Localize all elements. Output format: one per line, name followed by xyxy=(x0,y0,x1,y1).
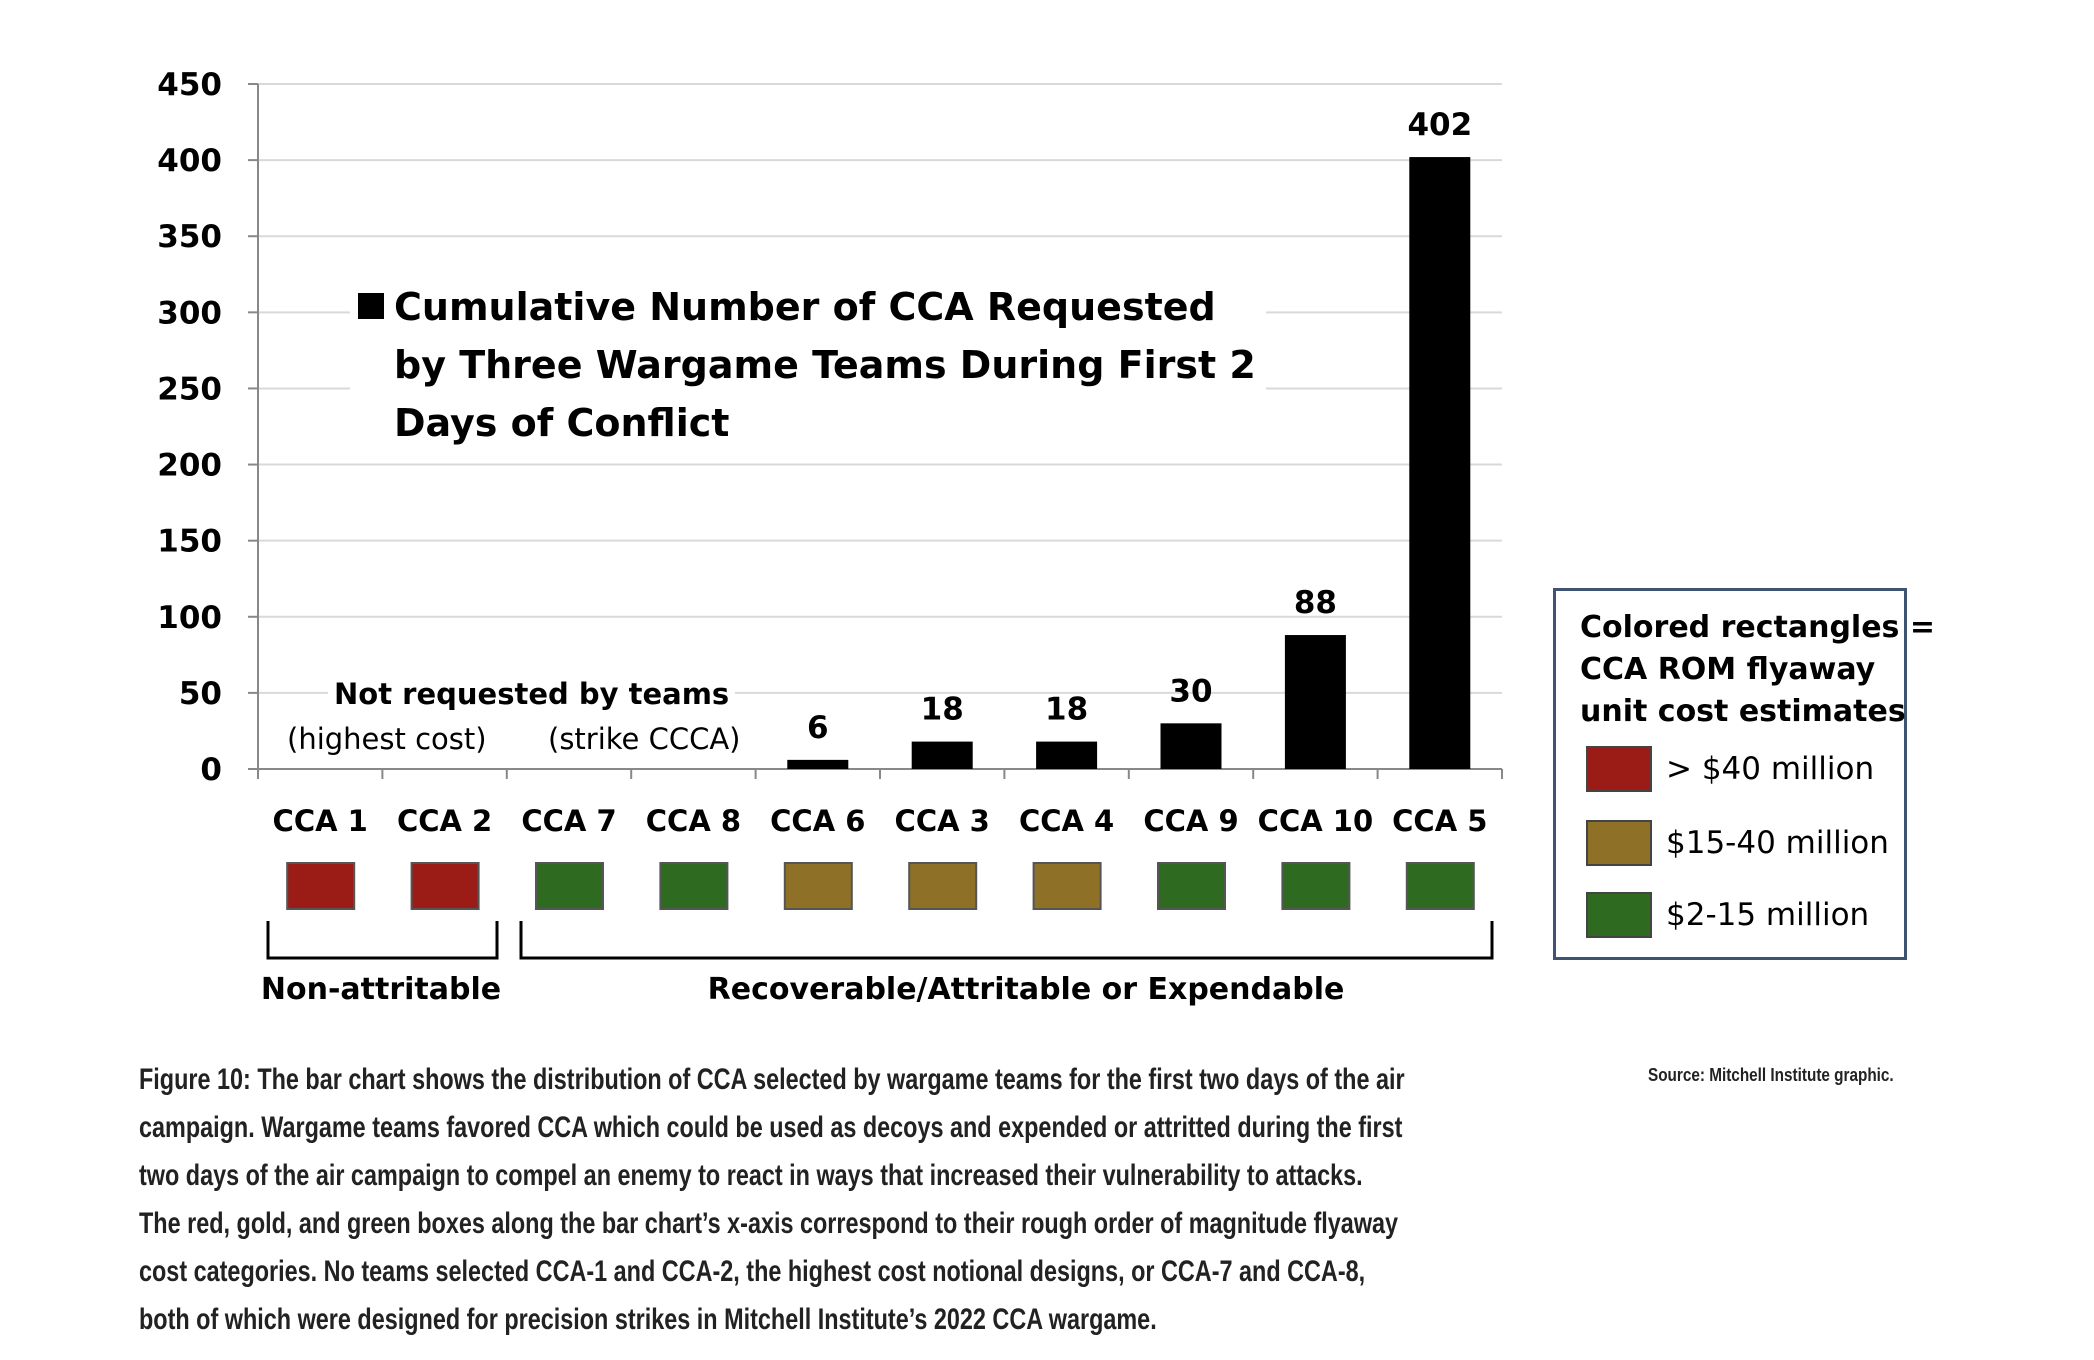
legend-item-high: > $40 million xyxy=(1586,745,1874,793)
highest-cost-note: (highest cost) xyxy=(287,722,487,756)
x-tick-label: CCA 3 xyxy=(895,804,990,838)
legend-title: Colored rectangles = CCA ROM flyaway uni… xyxy=(1580,607,1935,733)
data-label: 18 xyxy=(1045,692,1088,728)
legend-swatch-red xyxy=(1586,746,1652,792)
y-tick-label: 350 xyxy=(157,219,222,255)
legend-label: $15-40 million xyxy=(1666,825,1889,861)
caption-line: The red, gold, and green boxes along the… xyxy=(139,1207,1399,1240)
legend-square-icon xyxy=(358,292,384,319)
legend-swatch-gold xyxy=(1586,820,1652,866)
x-tick-label: CCA 4 xyxy=(1019,804,1114,838)
cost-box xyxy=(286,862,356,910)
bar xyxy=(787,759,849,769)
title-line-2: by Three Wargame Teams During First 2 xyxy=(394,343,1256,387)
y-tick-label: 50 xyxy=(179,676,222,712)
cost-box xyxy=(1281,862,1351,910)
y-tick-label: 200 xyxy=(157,448,222,484)
y-tick-label: 150 xyxy=(157,524,222,560)
x-tick-label: CCA 5 xyxy=(1392,804,1487,838)
not-requested-note: Not requested by teams xyxy=(328,677,736,711)
x-tick-label: CCA 1 xyxy=(273,804,368,838)
title-line-3: Days of Conflict xyxy=(394,401,730,445)
y-tick-label: 250 xyxy=(157,371,222,407)
legend-title-line: CCA ROM flyaway xyxy=(1580,652,1876,687)
legend-swatch-green xyxy=(1586,892,1652,938)
bar xyxy=(1036,741,1098,769)
caption-line: two days of the air campaign to compel a… xyxy=(139,1159,1363,1192)
caption-line: cost categories. No teams selected CCA-1… xyxy=(139,1255,1366,1288)
group-label-non-attritable: Non-attritable xyxy=(260,972,502,1007)
data-label: 88 xyxy=(1294,585,1337,621)
data-label: 6 xyxy=(807,710,829,746)
group-label-recoverable: Recoverable/Attritable or Expendable xyxy=(707,972,1345,1007)
caption-line: both of which were designed for precisio… xyxy=(139,1303,1157,1336)
x-tick-label: CCA 7 xyxy=(521,804,616,838)
bar xyxy=(1160,723,1222,769)
caption-line: Figure 10: The bar chart shows the distr… xyxy=(139,1063,1405,1096)
bar xyxy=(1284,635,1346,769)
x-tick-label: CCA 9 xyxy=(1143,804,1238,838)
cost-box xyxy=(1157,862,1226,910)
x-tick-label: CCA 2 xyxy=(397,804,492,838)
cost-box xyxy=(783,862,853,910)
bracket-recoverable xyxy=(519,921,1494,960)
cost-box xyxy=(1405,862,1475,910)
y-tick-label: 300 xyxy=(157,295,222,331)
bar xyxy=(1409,157,1471,770)
data-label: 402 xyxy=(1407,107,1472,143)
cost-box xyxy=(410,862,480,910)
legend-title-line: unit cost estimates xyxy=(1580,694,1906,729)
y-tick-label: 100 xyxy=(157,600,222,636)
data-label: 30 xyxy=(1169,673,1212,709)
cost-legend: Colored rectangles = CCA ROM flyaway uni… xyxy=(1553,588,1935,960)
legend-title-line: Colored rectangles = xyxy=(1580,610,1935,645)
legend-item-mid: $15-40 million xyxy=(1586,819,1889,867)
strike-note: (strike CCCA) xyxy=(548,722,741,756)
source-note: Source: Mitchell Institute graphic. xyxy=(1648,1065,1894,1085)
figure-caption: Figure 10: The bar chart shows the distr… xyxy=(139,1056,1762,1344)
legend-item-low: $2-15 million xyxy=(1586,891,1869,939)
data-label: 18 xyxy=(921,692,964,728)
cost-box xyxy=(908,862,978,910)
cost-box xyxy=(535,862,604,910)
caption-line: campaign. Wargame teams favored CCA whic… xyxy=(139,1111,1403,1144)
cost-box xyxy=(659,862,729,910)
x-tick-label: CCA 10 xyxy=(1258,804,1373,838)
legend-label: $2-15 million xyxy=(1666,897,1870,933)
y-tick-label: 400 xyxy=(157,143,222,179)
x-tick-label: CCA 8 xyxy=(646,804,741,838)
cost-box xyxy=(1032,862,1102,910)
y-tick-label: 0 xyxy=(200,752,222,788)
x-tick-label: CCA 6 xyxy=(770,804,865,838)
bar xyxy=(911,741,973,769)
chart-title: Cumulative Number of CCA Requested by Th… xyxy=(350,272,1266,460)
y-tick-label: 450 xyxy=(157,67,222,103)
title-line-1: Cumulative Number of CCA Requested xyxy=(394,285,1216,329)
legend-label: > $40 million xyxy=(1666,751,1875,787)
bracket-non-attritable xyxy=(266,921,499,960)
